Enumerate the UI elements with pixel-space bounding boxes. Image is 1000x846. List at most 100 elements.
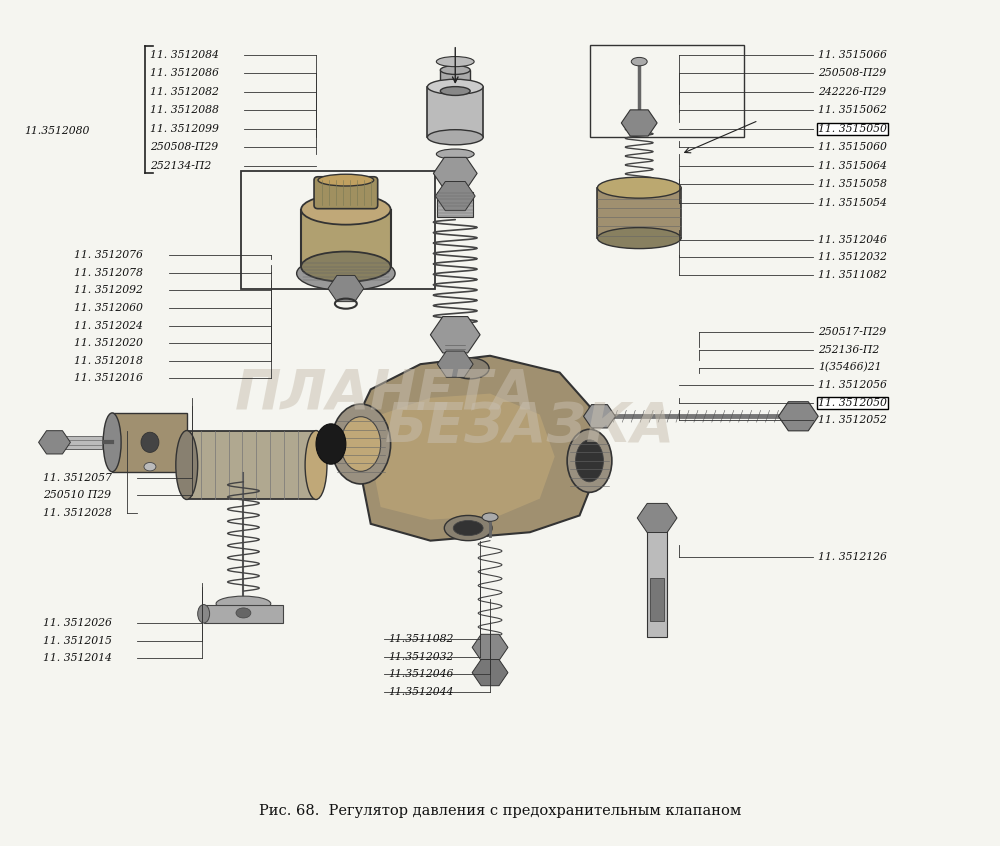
Ellipse shape xyxy=(176,431,198,499)
Polygon shape xyxy=(778,402,818,431)
Ellipse shape xyxy=(631,58,647,66)
Ellipse shape xyxy=(597,228,681,249)
Text: 11. 3512086: 11. 3512086 xyxy=(150,69,219,79)
Text: 11. 3512018: 11. 3512018 xyxy=(74,356,143,365)
Ellipse shape xyxy=(444,515,492,541)
Text: 11. 3512020: 11. 3512020 xyxy=(74,338,143,349)
Bar xyxy=(597,188,681,238)
Bar xyxy=(647,528,667,637)
Polygon shape xyxy=(430,316,480,353)
Ellipse shape xyxy=(301,195,391,225)
Text: ПЛАНЕТА: ПЛАНЕТА xyxy=(235,366,536,420)
Text: 11. 3512016: 11. 3512016 xyxy=(74,373,143,383)
Bar xyxy=(204,605,283,623)
Polygon shape xyxy=(328,276,364,302)
Text: 11. 3511082: 11. 3511082 xyxy=(818,270,887,280)
Text: 11. 3515060: 11. 3515060 xyxy=(818,142,887,152)
Polygon shape xyxy=(437,351,473,377)
Ellipse shape xyxy=(567,429,612,492)
Text: 11. 3512084: 11. 3512084 xyxy=(150,50,219,60)
Text: 250508-П29: 250508-П29 xyxy=(150,142,218,152)
Text: 11. 3512076: 11. 3512076 xyxy=(74,250,143,260)
Text: 11.3512046: 11.3512046 xyxy=(389,669,454,679)
Text: 11.3511082: 11.3511082 xyxy=(389,634,454,644)
Text: 11. 3512050: 11. 3512050 xyxy=(818,398,887,408)
Ellipse shape xyxy=(297,256,395,290)
Polygon shape xyxy=(472,634,508,661)
Polygon shape xyxy=(637,503,677,532)
Polygon shape xyxy=(584,404,615,428)
Ellipse shape xyxy=(436,149,474,159)
Text: 11.3512080: 11.3512080 xyxy=(25,126,90,136)
Text: 11. 3512046: 11. 3512046 xyxy=(818,235,887,244)
Text: 11. 3512057: 11. 3512057 xyxy=(43,473,111,482)
Bar xyxy=(187,431,316,499)
Ellipse shape xyxy=(141,432,159,453)
Ellipse shape xyxy=(427,129,483,145)
Text: 11. 3512024: 11. 3512024 xyxy=(74,321,143,331)
Text: 250508-П29: 250508-П29 xyxy=(818,69,886,79)
Text: 242226-П29: 242226-П29 xyxy=(818,87,886,96)
Ellipse shape xyxy=(318,174,374,186)
Text: 11. 3515064: 11. 3515064 xyxy=(818,161,887,171)
Ellipse shape xyxy=(301,251,391,282)
Text: 11. 3515050: 11. 3515050 xyxy=(818,124,887,134)
Ellipse shape xyxy=(316,424,346,464)
Ellipse shape xyxy=(216,596,271,612)
Ellipse shape xyxy=(597,177,681,198)
Text: 11. 3512082: 11. 3512082 xyxy=(150,87,219,96)
Bar xyxy=(590,45,744,137)
Ellipse shape xyxy=(144,463,156,471)
Bar xyxy=(445,341,465,358)
Text: 11. 3515054: 11. 3515054 xyxy=(818,198,887,208)
Polygon shape xyxy=(621,110,657,136)
Text: 250510 П29: 250510 П29 xyxy=(43,491,111,500)
Polygon shape xyxy=(433,157,477,190)
Ellipse shape xyxy=(440,86,470,96)
Bar xyxy=(112,413,187,472)
Text: 11. 3512026: 11. 3512026 xyxy=(43,618,111,628)
Ellipse shape xyxy=(482,513,498,521)
Ellipse shape xyxy=(436,57,474,67)
Text: 11.3512032: 11.3512032 xyxy=(389,651,454,662)
Text: Рис. 68.  Регулятор давления с предохранительным клапаном: Рис. 68. Регулятор давления с предохрани… xyxy=(259,804,741,818)
Text: БЕЗАЗКА: БЕЗАЗКА xyxy=(385,400,675,454)
Bar xyxy=(440,70,470,91)
Ellipse shape xyxy=(236,608,251,618)
Ellipse shape xyxy=(427,80,483,95)
Polygon shape xyxy=(39,431,70,454)
Text: 11. 3512078: 11. 3512078 xyxy=(74,267,143,277)
Text: 11. 3515066: 11. 3515066 xyxy=(818,50,887,60)
Ellipse shape xyxy=(453,520,483,536)
Text: 11. 3512052: 11. 3512052 xyxy=(818,415,887,426)
Polygon shape xyxy=(351,356,599,541)
Text: 11. 3512126: 11. 3512126 xyxy=(818,552,887,563)
Ellipse shape xyxy=(576,440,603,482)
Bar xyxy=(301,210,391,266)
Ellipse shape xyxy=(341,417,381,471)
Text: 1(35466)21: 1(35466)21 xyxy=(818,362,882,373)
Ellipse shape xyxy=(440,66,470,74)
Bar xyxy=(52,436,102,449)
Ellipse shape xyxy=(331,404,391,484)
Text: 11. 3515062: 11. 3515062 xyxy=(818,106,887,115)
Bar xyxy=(650,579,664,620)
Text: 11. 3512092: 11. 3512092 xyxy=(74,285,143,295)
Text: 11. 3512088: 11. 3512088 xyxy=(150,106,219,115)
Bar xyxy=(437,192,473,217)
Bar xyxy=(427,87,483,137)
Text: 11. 3512099: 11. 3512099 xyxy=(150,124,219,134)
Text: 11. 3512032: 11. 3512032 xyxy=(818,252,887,262)
Text: 250517-П29: 250517-П29 xyxy=(818,327,886,338)
Polygon shape xyxy=(435,182,475,211)
Text: 252136-П2: 252136-П2 xyxy=(818,345,879,354)
Text: 11.3512044: 11.3512044 xyxy=(389,687,454,697)
Ellipse shape xyxy=(198,605,210,623)
Bar xyxy=(241,171,435,288)
Ellipse shape xyxy=(305,431,327,499)
Text: 11. 3512056: 11. 3512056 xyxy=(818,380,887,390)
Text: 11. 3512014: 11. 3512014 xyxy=(43,653,111,663)
Text: 11. 3512015: 11. 3512015 xyxy=(43,635,111,645)
Text: 11. 3515058: 11. 3515058 xyxy=(818,179,887,190)
Polygon shape xyxy=(371,393,555,519)
